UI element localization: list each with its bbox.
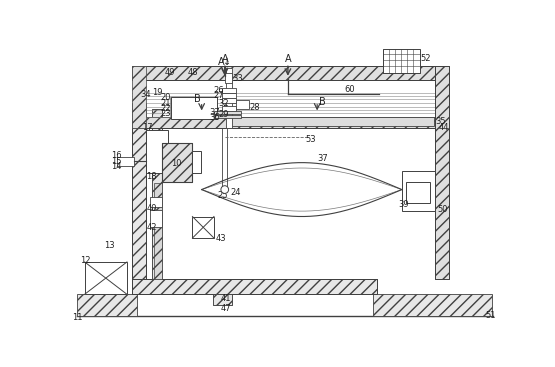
Text: B: B bbox=[194, 94, 201, 105]
Text: 13: 13 bbox=[104, 241, 114, 250]
Text: 20: 20 bbox=[160, 94, 170, 102]
Text: 12: 12 bbox=[80, 256, 90, 265]
Text: 32: 32 bbox=[219, 99, 229, 108]
Text: 35: 35 bbox=[436, 117, 446, 126]
Text: 36: 36 bbox=[209, 113, 220, 123]
Text: 23: 23 bbox=[160, 109, 171, 118]
Text: 42: 42 bbox=[146, 223, 157, 232]
Bar bbox=[132, 279, 377, 294]
Text: 50: 50 bbox=[437, 205, 448, 214]
Text: 49: 49 bbox=[165, 68, 175, 77]
Bar bbox=[132, 117, 435, 128]
Text: 52: 52 bbox=[420, 54, 431, 63]
Text: 14: 14 bbox=[112, 162, 122, 171]
Text: A: A bbox=[221, 54, 228, 65]
Text: 25: 25 bbox=[217, 191, 228, 200]
Bar bbox=[132, 66, 435, 80]
Text: 41: 41 bbox=[221, 294, 231, 304]
Bar bbox=[171, 97, 217, 119]
Bar bbox=[77, 294, 137, 316]
Bar bbox=[221, 93, 235, 98]
Text: 26: 26 bbox=[213, 86, 224, 95]
Bar bbox=[132, 103, 146, 279]
Bar bbox=[84, 262, 127, 294]
Text: 37: 37 bbox=[209, 108, 220, 117]
Text: A: A bbox=[218, 57, 225, 67]
Text: 18: 18 bbox=[146, 172, 157, 181]
Bar bbox=[402, 171, 435, 211]
Bar bbox=[193, 217, 214, 238]
Text: 47: 47 bbox=[221, 304, 231, 313]
Bar bbox=[152, 109, 163, 279]
Text: 21: 21 bbox=[160, 99, 170, 108]
Text: 10: 10 bbox=[171, 159, 181, 168]
Bar bbox=[150, 196, 163, 207]
Bar bbox=[382, 50, 420, 73]
Text: B: B bbox=[319, 97, 325, 107]
Bar bbox=[146, 130, 168, 172]
Text: 37: 37 bbox=[317, 154, 328, 163]
Text: 24: 24 bbox=[230, 188, 241, 197]
Bar bbox=[221, 88, 235, 92]
Bar bbox=[117, 157, 134, 167]
Text: 51: 51 bbox=[486, 311, 496, 320]
Text: 17: 17 bbox=[142, 123, 152, 132]
Bar bbox=[132, 117, 435, 128]
Text: 34: 34 bbox=[140, 90, 151, 99]
Text: 15: 15 bbox=[112, 157, 122, 166]
Bar bbox=[226, 68, 231, 128]
Bar bbox=[223, 116, 227, 190]
Text: 27: 27 bbox=[213, 91, 224, 100]
Bar bbox=[221, 98, 235, 103]
Text: 22: 22 bbox=[160, 104, 170, 113]
Bar bbox=[150, 210, 163, 226]
Polygon shape bbox=[171, 97, 194, 119]
Text: 28: 28 bbox=[249, 103, 260, 112]
Text: ↓: ↓ bbox=[223, 57, 231, 67]
Bar bbox=[132, 66, 435, 80]
Text: 48: 48 bbox=[188, 68, 199, 77]
Bar bbox=[191, 151, 201, 172]
Polygon shape bbox=[194, 97, 217, 119]
Text: 33: 33 bbox=[233, 74, 243, 83]
Text: A: A bbox=[285, 54, 291, 65]
Bar bbox=[435, 66, 449, 279]
Bar bbox=[406, 182, 430, 203]
Text: 43: 43 bbox=[215, 233, 226, 243]
Bar bbox=[213, 294, 231, 305]
Bar bbox=[374, 294, 492, 316]
Bar bbox=[214, 111, 241, 114]
Bar bbox=[236, 100, 249, 109]
Bar bbox=[230, 117, 434, 126]
Bar bbox=[132, 103, 146, 279]
Bar bbox=[152, 109, 163, 279]
Text: 44: 44 bbox=[439, 123, 450, 132]
Bar bbox=[435, 66, 449, 279]
Text: 16: 16 bbox=[112, 151, 122, 160]
Bar bbox=[225, 73, 231, 83]
Text: 39: 39 bbox=[399, 200, 410, 210]
Bar bbox=[213, 294, 231, 305]
Text: 53: 53 bbox=[306, 135, 316, 144]
Text: 11: 11 bbox=[72, 313, 83, 322]
Circle shape bbox=[221, 186, 229, 193]
Bar bbox=[132, 66, 146, 128]
Text: 40: 40 bbox=[146, 204, 157, 213]
Bar bbox=[163, 143, 191, 182]
Bar bbox=[214, 115, 241, 118]
Text: 60: 60 bbox=[344, 85, 355, 94]
Text: 29: 29 bbox=[219, 110, 229, 119]
Bar bbox=[132, 279, 377, 294]
Bar bbox=[163, 143, 191, 182]
Bar bbox=[221, 106, 235, 111]
Text: 19: 19 bbox=[152, 88, 162, 97]
Bar bbox=[154, 183, 162, 279]
